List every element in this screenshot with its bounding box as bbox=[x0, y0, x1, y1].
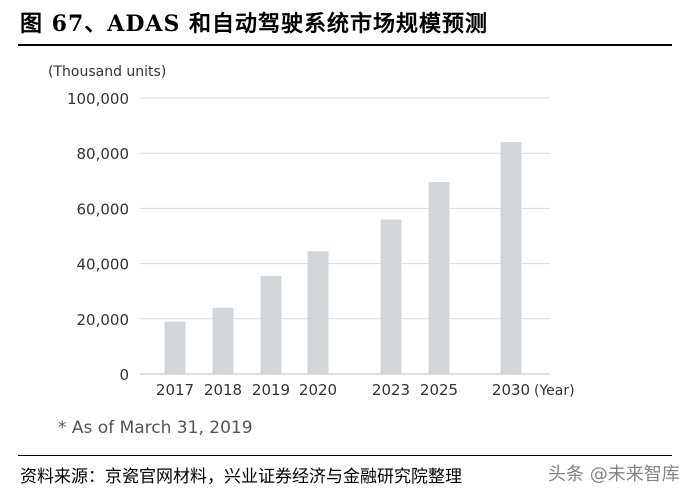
x-tick-label: 2018 bbox=[204, 381, 242, 399]
bar-2018 bbox=[212, 307, 234, 374]
watermark: 头条 @未来智库 bbox=[548, 464, 680, 485]
x-tick-label: 2025 bbox=[420, 381, 458, 399]
x-tick-label: 2020 bbox=[299, 381, 337, 399]
bar-2023 bbox=[380, 219, 402, 374]
x-tick-label: 2030 bbox=[492, 381, 530, 399]
x-tick-label: 2019 bbox=[252, 381, 290, 399]
bar-2030 bbox=[500, 142, 522, 374]
source-rule bbox=[18, 455, 672, 456]
x-tick-label: 2017 bbox=[156, 381, 194, 399]
bar-2020 bbox=[307, 251, 329, 374]
source-text: 资料来源：京瓷官网材料，兴业证券经济与金融研究院整理 bbox=[20, 467, 462, 487]
footnote: * As of March 31, 2019 bbox=[58, 418, 253, 438]
y-axis-unit-label: (Thousand units) bbox=[48, 64, 166, 80]
title-rule bbox=[18, 44, 672, 46]
bar-2017 bbox=[164, 321, 186, 374]
y-tick-label: 100,000 bbox=[67, 90, 129, 108]
bar-2025 bbox=[428, 182, 450, 374]
y-tick-label: 60,000 bbox=[77, 200, 130, 218]
bar-2019 bbox=[260, 276, 282, 374]
y-tick-label: 40,000 bbox=[77, 256, 130, 274]
figure-title: 图 67、ADAS 和自动驾驶系统市场规模预测 bbox=[20, 11, 489, 37]
y-tick-label: 80,000 bbox=[77, 145, 130, 163]
x-axis-suffix-label: (Year) bbox=[534, 383, 575, 399]
y-tick-label: 0 bbox=[119, 366, 129, 384]
y-tick-label: 20,000 bbox=[77, 311, 130, 329]
x-tick-label: 2023 bbox=[372, 381, 410, 399]
